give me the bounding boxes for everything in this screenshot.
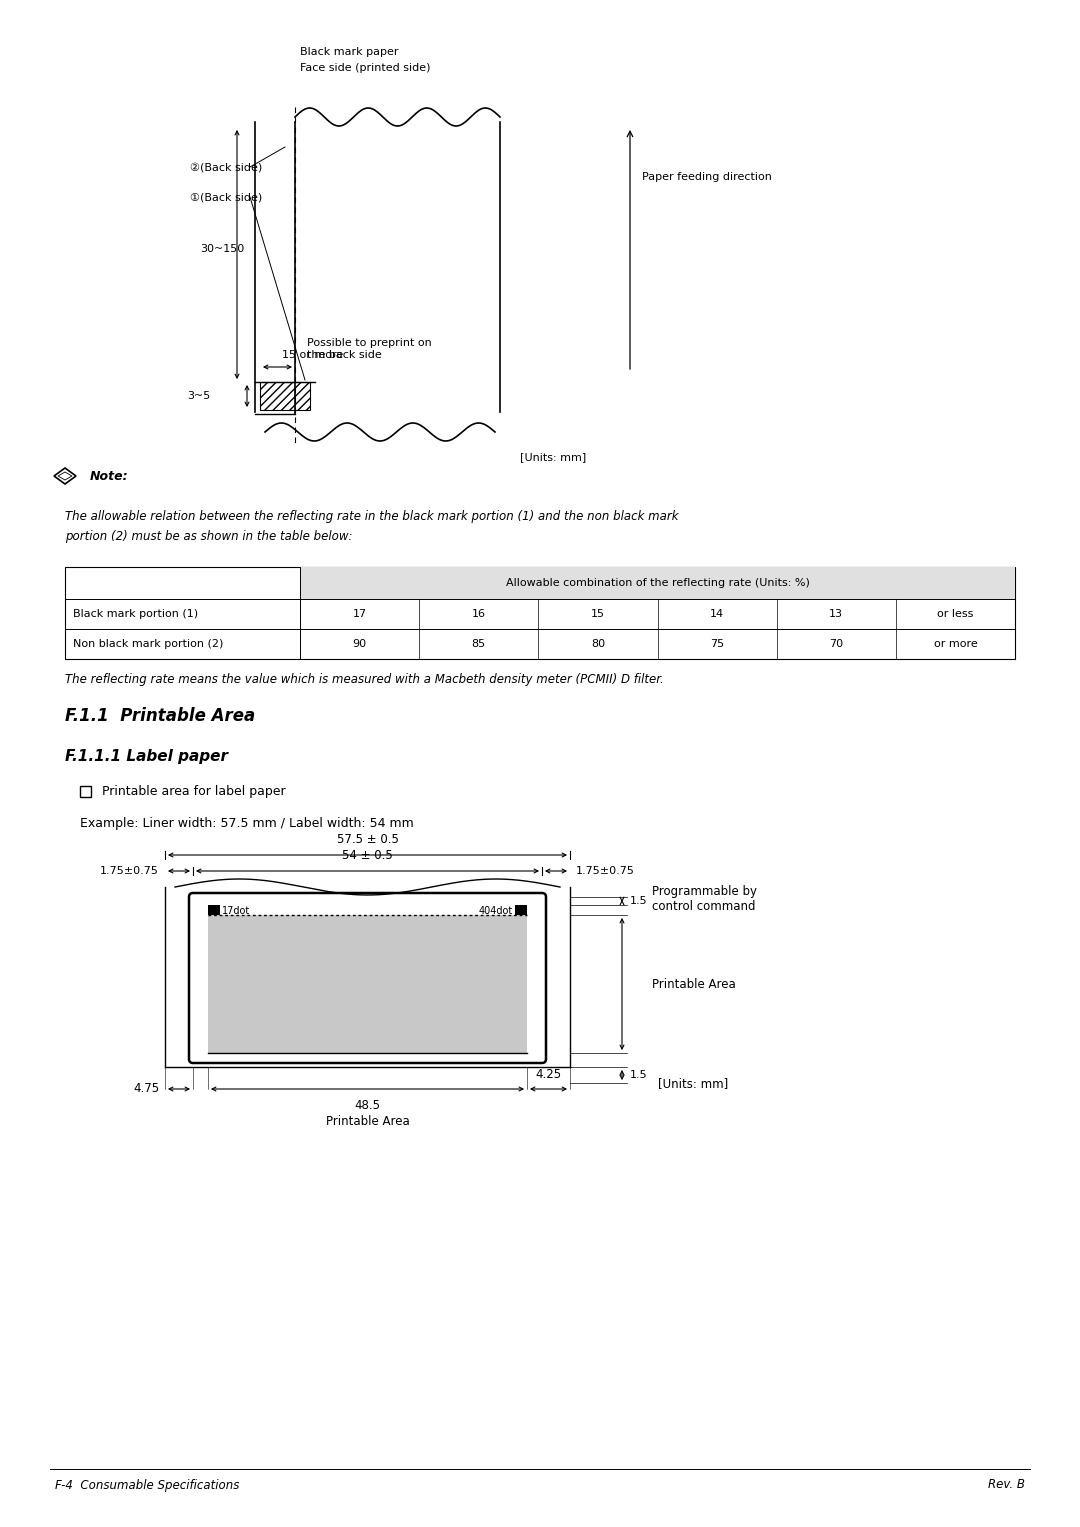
Bar — [208, 915, 527, 1054]
Text: Allowable combination of the reflecting rate (Units: %): Allowable combination of the reflecting … — [505, 579, 809, 588]
Text: Rev. B: Rev. B — [988, 1478, 1025, 1492]
Text: Possible to preprint on
the back side: Possible to preprint on the back side — [307, 337, 432, 360]
Text: The allowable relation between the reflecting rate in the black mark portion (1): The allowable relation between the refle… — [65, 510, 678, 524]
Bar — [260, 382, 310, 411]
Text: 1.5: 1.5 — [630, 1070, 648, 1080]
Text: 30~150: 30~150 — [200, 244, 244, 255]
Text: Printable Area: Printable Area — [326, 1115, 409, 1128]
Text: Programmable by
control command: Programmable by control command — [652, 884, 757, 913]
Text: 16: 16 — [472, 609, 486, 618]
Text: Note:: Note: — [90, 469, 129, 483]
Text: 17: 17 — [352, 609, 366, 618]
FancyBboxPatch shape — [189, 893, 546, 1063]
Text: 1.75±0.75: 1.75±0.75 — [100, 866, 159, 876]
Text: 404dot: 404dot — [478, 906, 513, 916]
Text: F-4  Consumable Specifications: F-4 Consumable Specifications — [55, 1478, 240, 1492]
Text: ②(Back side): ②(Back side) — [190, 162, 262, 173]
Text: [Units: mm]: [Units: mm] — [658, 1078, 728, 1090]
Text: 4.75: 4.75 — [134, 1083, 160, 1095]
Text: Paper feeding direction: Paper feeding direction — [642, 173, 772, 182]
Bar — [515, 906, 527, 915]
Text: F.1.1.1 Label paper: F.1.1.1 Label paper — [65, 750, 228, 764]
Text: or more: or more — [933, 638, 977, 649]
Text: ①(Back side): ①(Back side) — [190, 192, 262, 202]
Text: 75: 75 — [710, 638, 725, 649]
Text: 54 ± 0.5: 54 ± 0.5 — [342, 849, 393, 863]
Text: 57.5 ± 0.5: 57.5 ± 0.5 — [337, 834, 399, 846]
Text: The reflecting rate means the value which is measured with a Macbeth density met: The reflecting rate means the value whic… — [65, 673, 664, 686]
Text: F.1.1  Printable Area: F.1.1 Printable Area — [65, 707, 255, 725]
Text: 4.25: 4.25 — [536, 1067, 562, 1081]
Bar — [65, 567, 1015, 660]
Text: Printable area for label paper: Printable area for label paper — [102, 785, 285, 797]
Text: 85: 85 — [472, 638, 486, 649]
Bar — [80, 786, 91, 797]
Text: 13: 13 — [829, 609, 843, 618]
Text: 15: 15 — [591, 609, 605, 618]
Text: [Units: mm]: [Units: mm] — [519, 452, 586, 463]
Text: 48.5: 48.5 — [354, 1099, 380, 1112]
Text: portion (2) must be as shown in the table below:: portion (2) must be as shown in the tabl… — [65, 530, 352, 544]
Text: 3~5: 3~5 — [187, 391, 210, 402]
Text: 70: 70 — [829, 638, 843, 649]
Text: Example: Liner width: 57.5 mm / Label width: 54 mm: Example: Liner width: 57.5 mm / Label wi… — [80, 817, 414, 831]
Text: 17dot: 17dot — [222, 906, 251, 916]
Text: Black mark paper: Black mark paper — [300, 47, 399, 56]
Text: 1.5: 1.5 — [630, 896, 648, 906]
Text: 80: 80 — [591, 638, 605, 649]
Text: 1.75±0.75: 1.75±0.75 — [576, 866, 635, 876]
Text: or less: or less — [937, 609, 973, 618]
Text: Face side (printed side): Face side (printed side) — [300, 63, 431, 73]
Bar — [300, 567, 1015, 599]
Text: Non black mark portion (2): Non black mark portion (2) — [73, 638, 224, 649]
Bar — [208, 906, 220, 915]
Text: Black mark portion (1): Black mark portion (1) — [73, 609, 198, 618]
Text: 15 or more: 15 or more — [283, 350, 343, 360]
Text: Printable Area: Printable Area — [652, 977, 735, 991]
Text: 90: 90 — [352, 638, 366, 649]
Text: 14: 14 — [710, 609, 725, 618]
